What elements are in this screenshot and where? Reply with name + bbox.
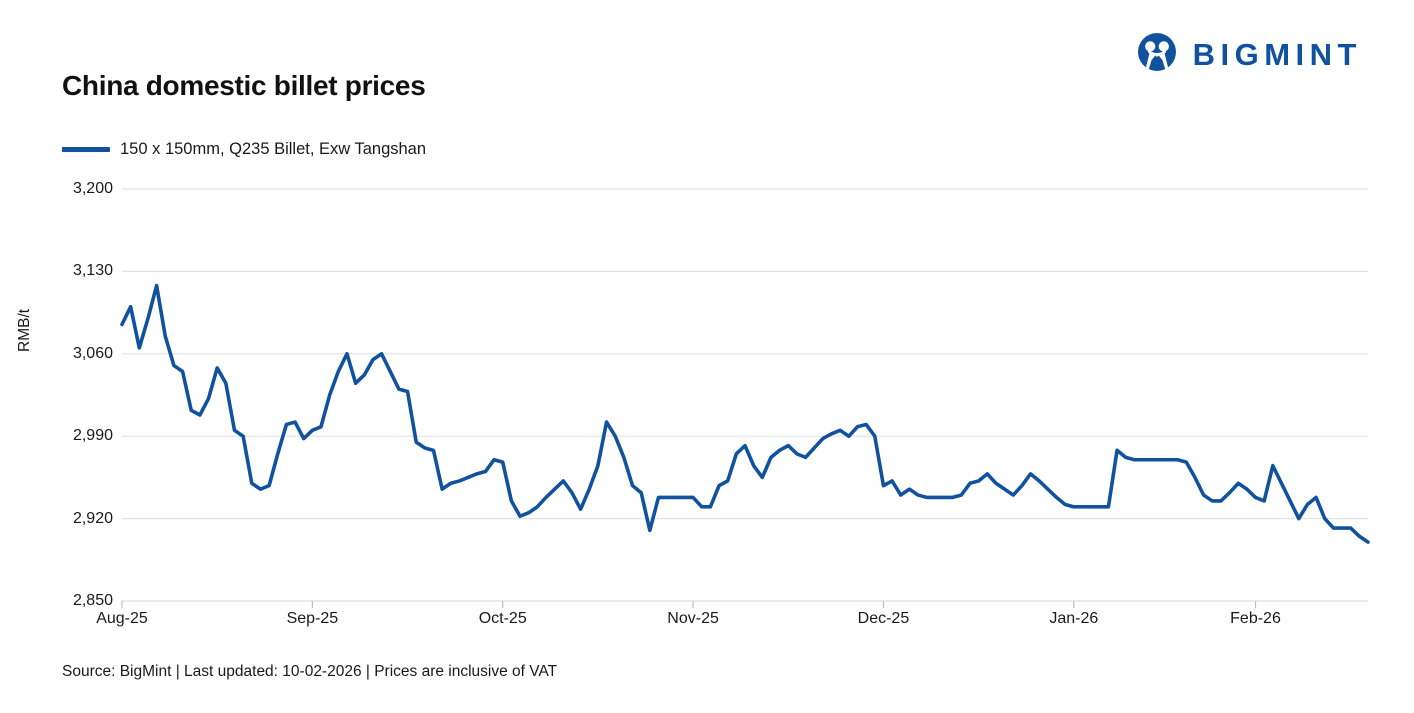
- x-axis-tick-label: Oct-25: [478, 610, 527, 627]
- chart-legend: 150 x 150mm, Q235 Billet, Exw Tangshan: [62, 140, 426, 159]
- series-line-billet-tangshan: [120, 283, 1370, 544]
- y-axis-tick-label: 3,130: [72, 262, 113, 280]
- x-axis-tick-label: Sep-25: [286, 610, 339, 627]
- legend-label-series-0: 150 x 150mm, Q235 Billet, Exw Tangshan: [120, 140, 427, 158]
- x-axis-tick-label: Nov-25: [667, 610, 719, 627]
- y-axis-tick-label: 2,850: [72, 592, 113, 609]
- y-axis-ticks: 2,850 2,920 2,990 3,060 3,130 3,200: [55, 0, 113, 708]
- y-axis-tick-label: 2,990: [72, 427, 113, 445]
- source-note: Source: BigMint | Last updated: 10-02-20…: [62, 663, 558, 680]
- brand-logo: BIGMINT: [1135, 30, 1362, 79]
- page-title: China domestic billet prices: [62, 70, 426, 101]
- y-axis-tick-label: 3,200: [72, 180, 113, 197]
- x-axis-tick-label: Dec-25: [857, 610, 910, 627]
- x-axis-tick-label: Jan-26: [1049, 610, 1099, 627]
- x-axis-tick-label: Feb-26: [1230, 610, 1281, 627]
- bigmint-people-circle-icon: [1135, 30, 1179, 79]
- brand-name: BIGMINT: [1192, 37, 1362, 72]
- y-axis-tick-label: 3,060: [72, 344, 113, 362]
- x-axis-tick-label: Aug-25: [96, 610, 148, 627]
- y-axis-tick-label: 2,920: [72, 509, 113, 527]
- legend-swatch-series-0: [62, 147, 110, 152]
